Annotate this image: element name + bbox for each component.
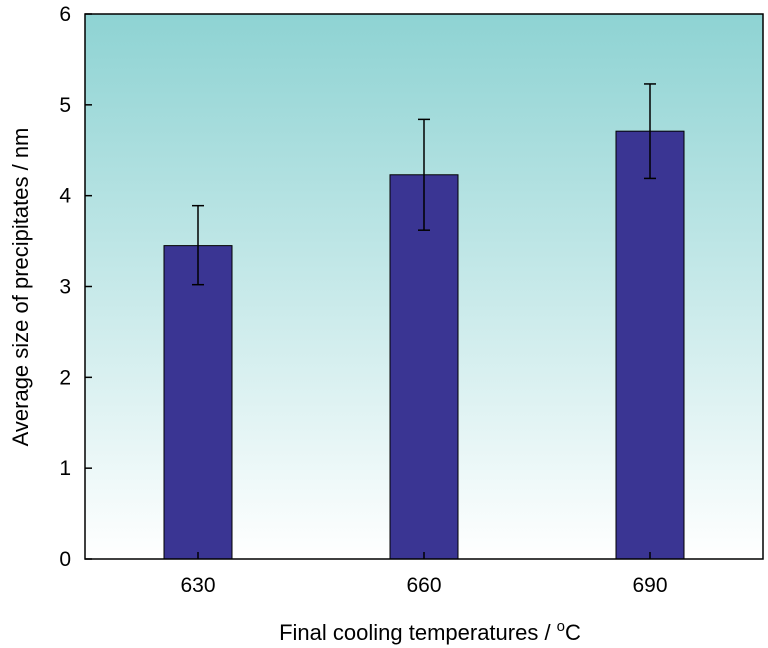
y-tick-label: 3 bbox=[59, 276, 71, 299]
x-axis-unit-superscript: o bbox=[557, 618, 565, 635]
x-tick-label: 690 bbox=[632, 574, 667, 597]
y-tick-label: 1 bbox=[59, 457, 71, 480]
y-tick-label: 0 bbox=[59, 548, 71, 571]
y-tick-label: 6 bbox=[59, 3, 71, 26]
y-axis-ticks: 0 1 2 3 4 5 6 bbox=[59, 3, 92, 571]
y-tick-label: 5 bbox=[59, 94, 71, 117]
y-axis-title: Average size of precipitates / nm bbox=[8, 128, 33, 447]
x-tick-label: 630 bbox=[180, 574, 215, 597]
x-axis-title: Final cooling temperatures / oC bbox=[279, 618, 581, 645]
y-tick-label: 2 bbox=[59, 366, 71, 389]
bar-630 bbox=[163, 245, 233, 560]
y-tick-label: 4 bbox=[59, 185, 71, 208]
bar-690 bbox=[615, 130, 685, 560]
x-tick-label: 660 bbox=[406, 574, 441, 597]
bar-660 bbox=[389, 174, 459, 560]
bars-group bbox=[163, 130, 685, 560]
x-axis-ticks: 630 660 690 bbox=[180, 552, 668, 597]
x-axis-unit: C bbox=[565, 620, 581, 645]
error-bars-group bbox=[192, 83, 656, 286]
